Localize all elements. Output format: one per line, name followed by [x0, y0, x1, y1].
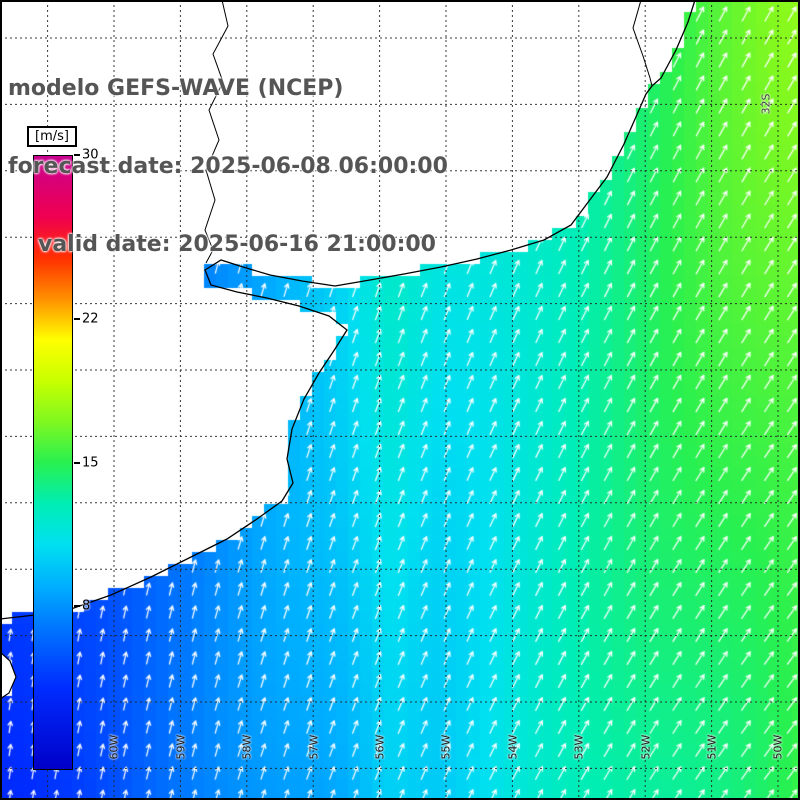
coastline [0, 0, 696, 620]
forecast-date-line: forecast date: 2025-06-08 06:00:00 [8, 154, 448, 179]
colorbar-tick-label: 22 [82, 311, 99, 327]
longitude-label: 59W [174, 734, 188, 760]
longitude-label: 51W [705, 734, 719, 760]
longitude-label: 60W [107, 734, 121, 760]
longitude-label: 53W [572, 734, 586, 760]
longitude-label: 52W [639, 734, 653, 760]
valid-date-line: valid date: 2025-06-16 21:00:00 [38, 232, 436, 257]
colorbar-tick-mark [74, 461, 80, 464]
longitude-label: 57W [307, 734, 321, 760]
latitude-label: 32S [759, 93, 773, 115]
colorbar-tick-label: 8 [82, 598, 91, 614]
longitude-label: 54W [506, 734, 520, 760]
colorbar-unit-label: [m/s] [27, 126, 77, 147]
colorbar-tick-label: 15 [82, 455, 99, 470]
colorbar [33, 155, 73, 770]
colorbar-tick-mark [74, 318, 80, 320]
longitude-label: 55W [439, 734, 453, 760]
country-border-line [204, 0, 229, 264]
model-title: modelo GEFS-WAVE (NCEP) [8, 76, 344, 101]
longitude-label: 50W [771, 734, 785, 760]
map-header: modelo GEFS-WAVE (NCEP) forecast date: 2… [8, 24, 448, 310]
colorbar-tick-mark [74, 154, 80, 156]
longitude-label: 56W [373, 734, 387, 760]
colorbar-tick-label: 30 [82, 147, 99, 163]
small-peninsula [0, 651, 17, 700]
colorbar-tick-mark [74, 605, 80, 607]
country-border-line [632, 0, 653, 87]
longitude-label: 58W [240, 734, 254, 760]
